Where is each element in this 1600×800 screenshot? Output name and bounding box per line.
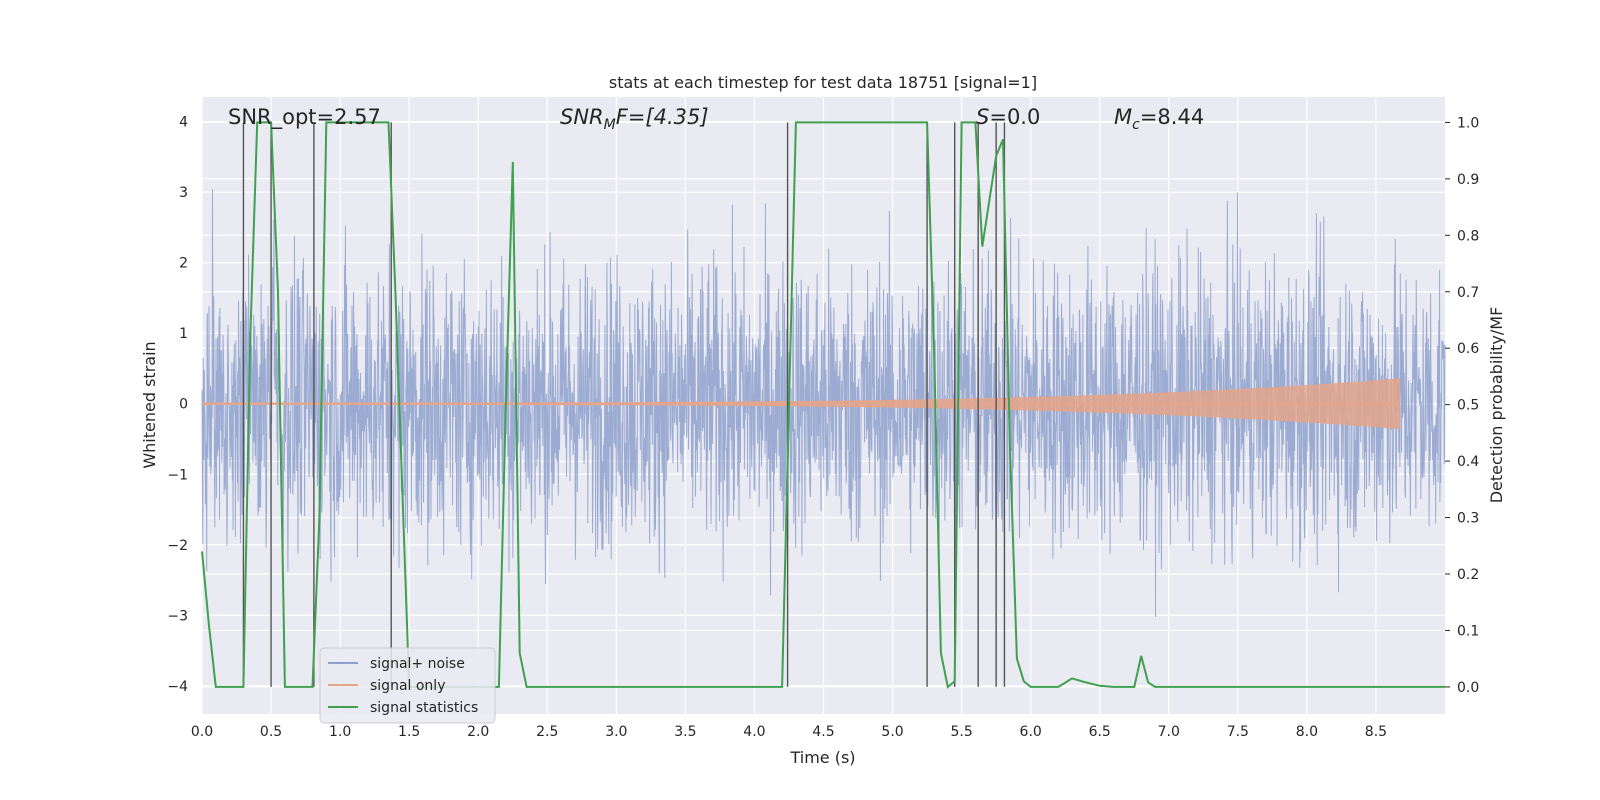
y-left-tick-label: −2 <box>167 538 188 554</box>
annotation-snr-mf: SNRMF=[4.35] <box>560 105 709 133</box>
x-axis-ticks: 0.0 0.5 1.0 1.5 2.0 2.5 3.0 3.5 4.0 4.5 5.0 5.5 6.0 6… <box>191 724 1387 740</box>
series-signal-statistics <box>201 121 1445 689</box>
y-left-tick-label: 3 <box>179 185 188 201</box>
y-right-tick-label: 0.2 <box>1457 567 1479 583</box>
snr-mf-base: SNR <box>560 105 604 129</box>
x-tick-label: 7.5 <box>1227 724 1249 740</box>
y-right-tick-label: 0.1 <box>1457 623 1479 639</box>
legend-label-signal-only: signal only <box>370 678 445 694</box>
annotation-snr-opt: SNR_opt=2.57 <box>228 105 381 130</box>
y-axis-right-label: Detection probability/MF <box>1487 307 1506 504</box>
x-tick-label: 3.5 <box>674 724 696 740</box>
x-tick-label: 1.0 <box>329 724 351 740</box>
series-signal-plus-noise <box>201 189 1446 617</box>
s-rest: =0.0 <box>989 105 1040 129</box>
snr-mf-sub: M <box>604 117 616 133</box>
signal-statistics-line <box>201 121 1445 689</box>
y-right-tick-label: 0.5 <box>1457 398 1479 414</box>
series-signal-only <box>201 378 1400 429</box>
x-tick-label: 0.5 <box>260 724 282 740</box>
x-tick-label: 0.0 <box>191 724 213 740</box>
y-left-tick-label: 1 <box>179 326 188 342</box>
x-tick-label: 4.5 <box>812 724 834 740</box>
y-left-tick-label: −1 <box>167 467 188 483</box>
x-tick-label: 6.5 <box>1089 724 1111 740</box>
annotation-mc: Mc=8.44 <box>1114 105 1204 133</box>
x-tick-label: 4.0 <box>743 724 765 740</box>
y-left-tick-label: −3 <box>167 608 188 624</box>
x-tick-label: 2.5 <box>536 724 558 740</box>
legend-box <box>319 647 496 724</box>
x-axis-label: Time (s) <box>789 748 855 767</box>
x-tick-label: 2.0 <box>467 724 489 740</box>
x-tick-label: 5.5 <box>950 724 972 740</box>
y-right-tick-label: 0.4 <box>1457 454 1479 470</box>
y-right-tick-label: 0.6 <box>1457 341 1479 357</box>
y-right-tick-label: 0.3 <box>1457 511 1479 527</box>
s-base: S <box>976 105 989 129</box>
y-axis-left-label: Whitened strain <box>140 341 159 468</box>
y-right-tick-label: 1.0 <box>1457 115 1479 131</box>
legend-label-signal-plus-noise: signal+ noise <box>370 656 465 672</box>
x-tick-label: 7.0 <box>1158 724 1180 740</box>
x-tick-label: 5.0 <box>881 724 903 740</box>
mc-rest: =8.44 <box>1140 105 1204 129</box>
annotation-s: S=0.0 <box>976 105 1040 129</box>
x-tick-label: 3.0 <box>605 724 627 740</box>
y-axis-right-ticks: 1.0 0.9 0.8 0.7 0.6 0.5 0.4 0.3 0.2 0.1 0.0 <box>1445 115 1479 696</box>
y-right-tick-label: 0.8 <box>1457 228 1479 244</box>
y-left-tick-label: 2 <box>179 256 188 272</box>
legend-label-signal-statistics: signal statistics <box>370 700 478 716</box>
mc-sub: c <box>1132 117 1140 133</box>
legend: signal+ noise signal only signal statist… <box>319 647 496 724</box>
x-tick-label: 6.0 <box>1020 724 1042 740</box>
y-right-tick-label: 0.9 <box>1457 172 1479 188</box>
mc-base: M <box>1114 105 1132 129</box>
y-right-tick-label: 0.0 <box>1457 680 1479 696</box>
y-axis-left-ticks: 4 3 2 1 0 −1 −2 −3 −4 <box>167 115 188 695</box>
x-tick-label: 8.5 <box>1365 724 1387 740</box>
noise-trace <box>201 189 1446 617</box>
y-right-tick-label: 0.7 <box>1457 285 1479 301</box>
snr-mf-rest-italic: F=[4.35] <box>616 105 709 129</box>
y-left-tick-label: 4 <box>179 115 188 131</box>
y-left-tick-label: 0 <box>179 397 188 413</box>
chart-title: stats at each timestep for test data 187… <box>609 73 1037 92</box>
x-tick-label: 1.5 <box>398 724 420 740</box>
y-left-tick-label: −4 <box>167 679 188 695</box>
x-tick-label: 8.0 <box>1296 724 1318 740</box>
